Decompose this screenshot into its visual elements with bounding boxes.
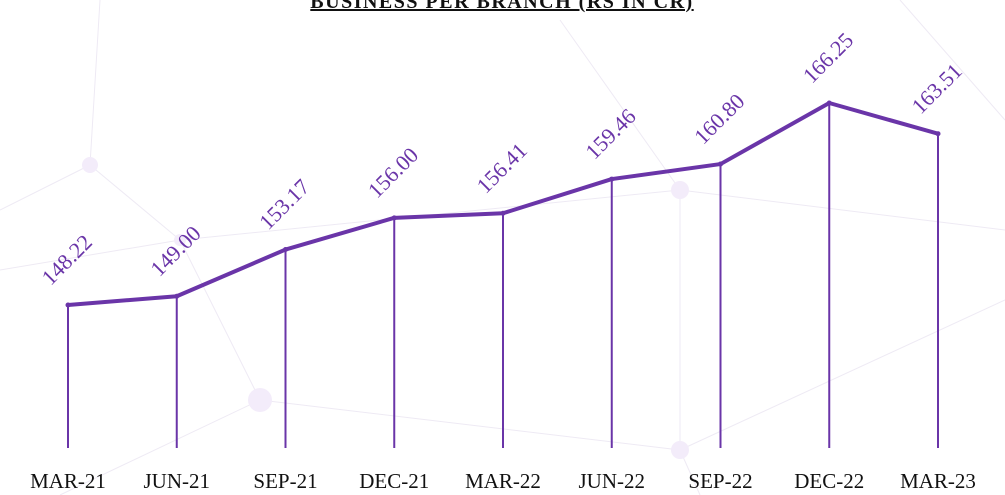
x-tick-label: MAR-22	[465, 469, 541, 493]
x-tick-label: SEP-21	[253, 469, 317, 493]
data-point	[392, 215, 397, 220]
data-point	[609, 177, 614, 182]
data-point	[936, 131, 941, 136]
data-point	[174, 294, 179, 299]
x-tick-label: DEC-22	[794, 469, 864, 493]
data-point	[501, 211, 506, 216]
x-tick-label: DEC-21	[359, 469, 429, 493]
x-tick-label: SEP-22	[688, 469, 752, 493]
x-tick-label: MAR-21	[30, 469, 106, 493]
chart-title: BUSINESS PER BRANCH (RS IN CR)	[310, 0, 693, 13]
data-label: 153.17	[254, 174, 314, 234]
data-label: 156.00	[363, 142, 423, 202]
data-point	[827, 101, 832, 106]
chart: BUSINESS PER BRANCH (RS IN CR) 148.22 MAR…	[0, 0, 1005, 495]
data-label: 160.80	[689, 89, 749, 149]
data-point	[718, 162, 723, 167]
x-tick-label: MAR-23	[900, 469, 976, 493]
data-label: 156.41	[471, 138, 531, 198]
x-tick-label: JUN-22	[579, 469, 646, 493]
data-label: 159.46	[580, 104, 640, 164]
data-label: 163.51	[906, 58, 966, 118]
x-tick-label: JUN-21	[144, 469, 211, 493]
data-point	[283, 247, 288, 252]
data-label: 148.22	[36, 229, 96, 289]
data-point	[66, 303, 71, 308]
data-label: 166.25	[798, 27, 858, 87]
